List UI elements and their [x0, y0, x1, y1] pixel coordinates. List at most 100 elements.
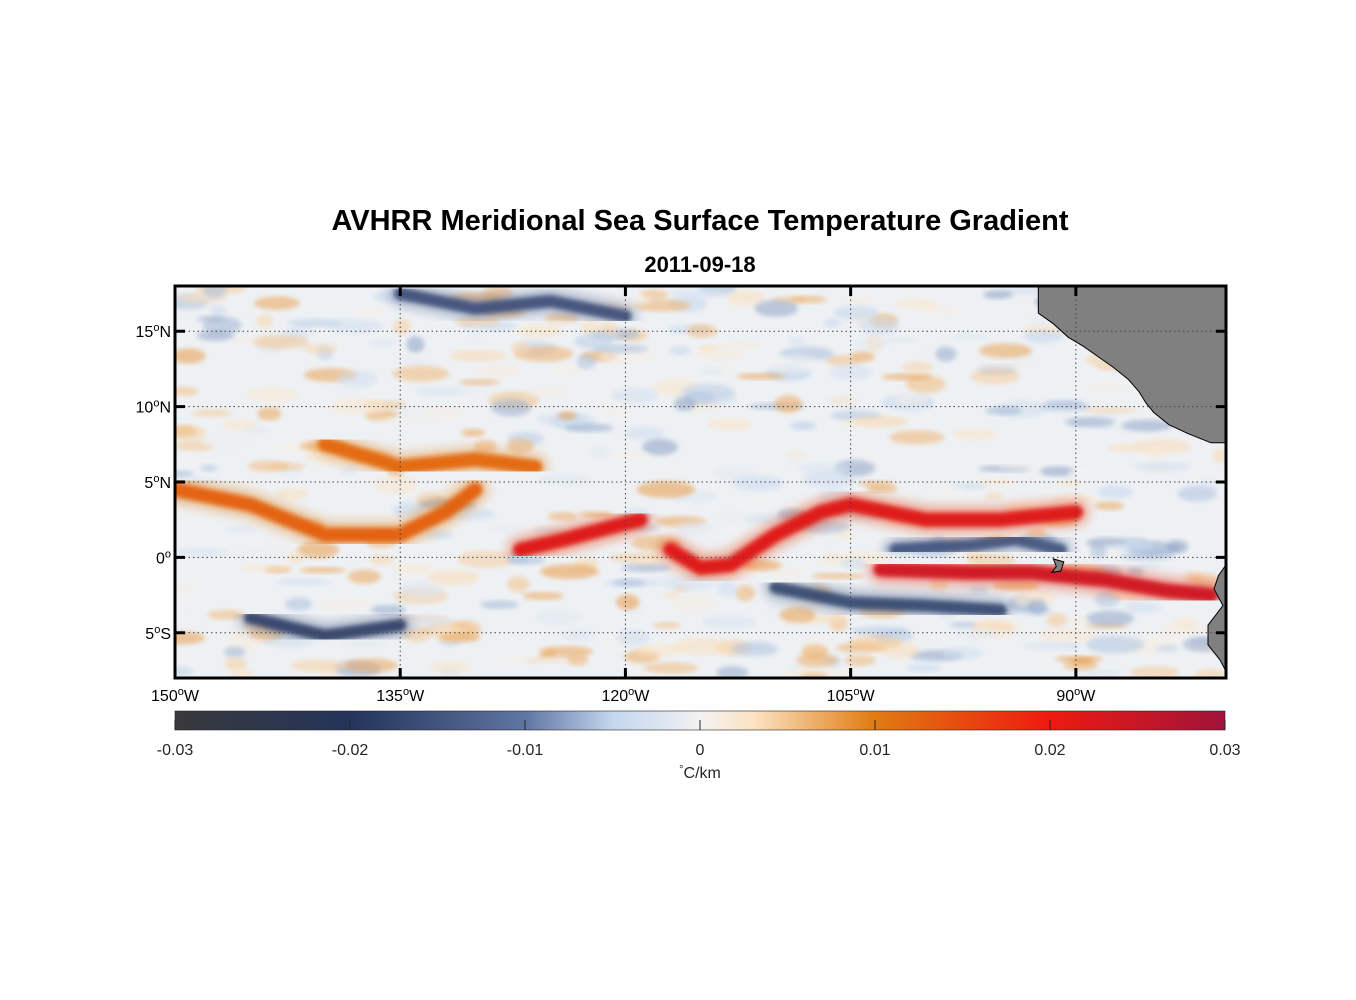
speckle-blob: [935, 346, 957, 362]
speckle-blob: [203, 286, 227, 299]
speckle-blob: [717, 342, 765, 349]
gradient-bands: [175, 286, 1223, 647]
speckle-blob: [230, 669, 254, 678]
speckle-blob: [788, 336, 805, 346]
speckle-blob: [400, 353, 422, 362]
speckle-blob: [1038, 628, 1096, 644]
speckle-blob: [327, 384, 360, 394]
speckle-blob: [735, 373, 786, 380]
speckle-blob: [399, 581, 443, 600]
speckle-blob: [894, 393, 929, 406]
central-america-land: [1037, 286, 1226, 444]
speckle-blob: [754, 300, 799, 317]
speckle-blob: [428, 661, 473, 673]
speckle-blob: [554, 494, 576, 501]
band-tiw-front-central: [513, 512, 648, 557]
speckle-blob: [675, 520, 714, 536]
speckle-blob: [564, 423, 614, 433]
speckle-blob: [547, 511, 578, 521]
speckle-blob: [398, 614, 452, 630]
speckle-blob: [681, 383, 736, 402]
lat-tick-label: 10oN: [136, 398, 171, 417]
speckle-blob: [448, 349, 507, 362]
speckle-blob: [458, 379, 500, 386]
speckle-blob: [915, 304, 962, 316]
speckle-blob: [852, 337, 890, 351]
speckle-blob: [716, 363, 737, 371]
speckle-blob: [223, 646, 246, 658]
speckle-blob: [998, 462, 1039, 471]
speckle-blob: [941, 646, 984, 660]
speckle-blob: [438, 632, 481, 643]
lat-tick-label: 15oN: [136, 322, 171, 341]
speckle-blob: [424, 404, 465, 422]
band-north-band: [318, 437, 543, 474]
speckle-blob: [902, 361, 934, 374]
lon-tick-label: 90oW: [1056, 686, 1096, 705]
speckle-blob: [1040, 401, 1090, 412]
speckle-blob: [276, 578, 331, 586]
speckle-blob: [695, 348, 746, 360]
speckle-blob: [789, 295, 827, 304]
speckle-blob: [1076, 669, 1123, 677]
speckle-blob: [370, 604, 407, 615]
speckle-blob: [952, 428, 998, 441]
speckle-blob: [540, 564, 599, 579]
speckle-blob: [975, 363, 1029, 371]
speckle-blob: [616, 594, 640, 610]
speckle-blob: [1166, 540, 1189, 554]
speckle-blob: [699, 367, 723, 375]
speckle-blob: [1040, 466, 1076, 477]
speckle-blob: [790, 421, 816, 431]
speckle-blob: [701, 615, 758, 629]
speckle-blob: [257, 407, 282, 421]
speckle-blob: [175, 581, 198, 600]
speckle-blob: [840, 419, 887, 427]
speckle-blob: [954, 627, 998, 640]
speckle-blob: [716, 665, 749, 678]
speckle-blob: [241, 564, 292, 572]
speckle-blob: [970, 368, 1020, 385]
speckle-blob: [882, 337, 920, 343]
speckle-blob: [578, 510, 614, 518]
speckle-blob: [253, 335, 309, 349]
speckle-blob: [245, 386, 300, 403]
speckle-blob: [573, 333, 615, 349]
speckle-blob: [821, 396, 863, 406]
speckle-blob: [427, 569, 480, 586]
speckle-blob: [1025, 642, 1071, 654]
speckle-blob: [930, 484, 965, 497]
speckle-blob: [1138, 562, 1162, 569]
speckle-blob: [330, 398, 386, 414]
speckle-blob: [285, 597, 313, 611]
speckle-blob: [175, 666, 194, 676]
speckle-blob: [881, 287, 933, 297]
speckle-blob: [534, 609, 583, 626]
speckle-blob: [567, 654, 589, 666]
colorbar-tick-label: -0.01: [507, 742, 544, 759]
speckle-blob: [1121, 419, 1173, 432]
speckle-blob: [242, 426, 270, 435]
speckle-blob: [1012, 590, 1057, 607]
speckle-blob: [1082, 381, 1132, 394]
speckle-blob: [1094, 501, 1125, 510]
speckle-blob: [652, 622, 681, 629]
speckle-blob: [1193, 668, 1226, 678]
speckle-blob: [983, 290, 1013, 300]
speckle-blob: [175, 470, 195, 478]
speckle-blob: [763, 355, 822, 373]
speckle-blob: [393, 318, 411, 335]
axis-ticks: 150oW 135oW 120oW 105oW 90oW 15oN 10oN 5oN 0o 5oS: [136, 286, 1226, 705]
speckle-blob: [317, 596, 374, 612]
speckle-blob: [303, 343, 338, 355]
speckle-blob: [175, 348, 206, 364]
chart-subtitle: 2011-09-18: [644, 252, 756, 277]
speckle-blob: [291, 659, 348, 672]
speckle-blob: [717, 580, 738, 598]
speckle-blob: [415, 386, 468, 396]
land-mask: [1037, 286, 1226, 673]
speckle-blob: [1067, 468, 1095, 480]
colorbar-tick-label: 0.01: [859, 742, 890, 759]
speckle-blob: [834, 459, 876, 477]
